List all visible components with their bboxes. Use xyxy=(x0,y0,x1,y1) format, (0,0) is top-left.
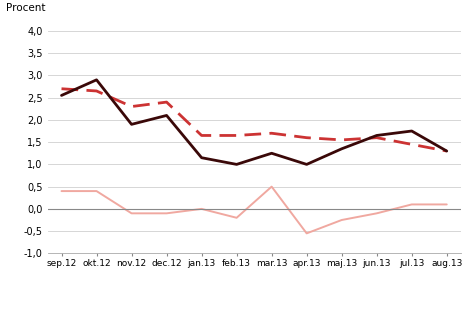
Sverige xyxy=(94,189,99,193)
Line: Sverige: Sverige xyxy=(61,187,447,233)
Sverige xyxy=(374,211,380,215)
Finland xyxy=(164,100,170,104)
Line: Finland: Finland xyxy=(61,89,447,151)
Sverige xyxy=(199,207,204,211)
Sverige xyxy=(339,218,344,222)
Åland xyxy=(374,133,380,137)
Finland xyxy=(374,136,380,140)
Finland xyxy=(58,87,64,91)
Finland xyxy=(304,136,310,140)
Sverige xyxy=(444,203,450,206)
Sverige xyxy=(164,211,170,215)
Åland xyxy=(164,114,170,117)
Sverige xyxy=(58,189,64,193)
Åland xyxy=(129,122,134,126)
Finland xyxy=(409,142,415,146)
Text: Procent: Procent xyxy=(6,3,46,13)
Sverige xyxy=(269,185,275,188)
Finland xyxy=(94,89,99,93)
Åland xyxy=(444,149,450,153)
Åland xyxy=(304,163,310,166)
Sverige xyxy=(234,216,239,220)
Åland xyxy=(234,163,239,166)
Åland xyxy=(58,94,64,97)
Åland xyxy=(269,151,275,155)
Finland xyxy=(269,131,275,135)
Finland xyxy=(444,149,450,153)
Åland xyxy=(94,78,99,82)
Finland xyxy=(234,133,239,137)
Sverige xyxy=(304,231,310,235)
Åland xyxy=(409,129,415,133)
Finland xyxy=(199,133,204,137)
Line: Åland: Åland xyxy=(61,80,447,164)
Åland xyxy=(339,147,344,151)
Sverige xyxy=(409,203,415,206)
Sverige xyxy=(129,211,134,215)
Finland xyxy=(129,105,134,108)
Åland xyxy=(199,156,204,159)
Finland xyxy=(339,138,344,142)
